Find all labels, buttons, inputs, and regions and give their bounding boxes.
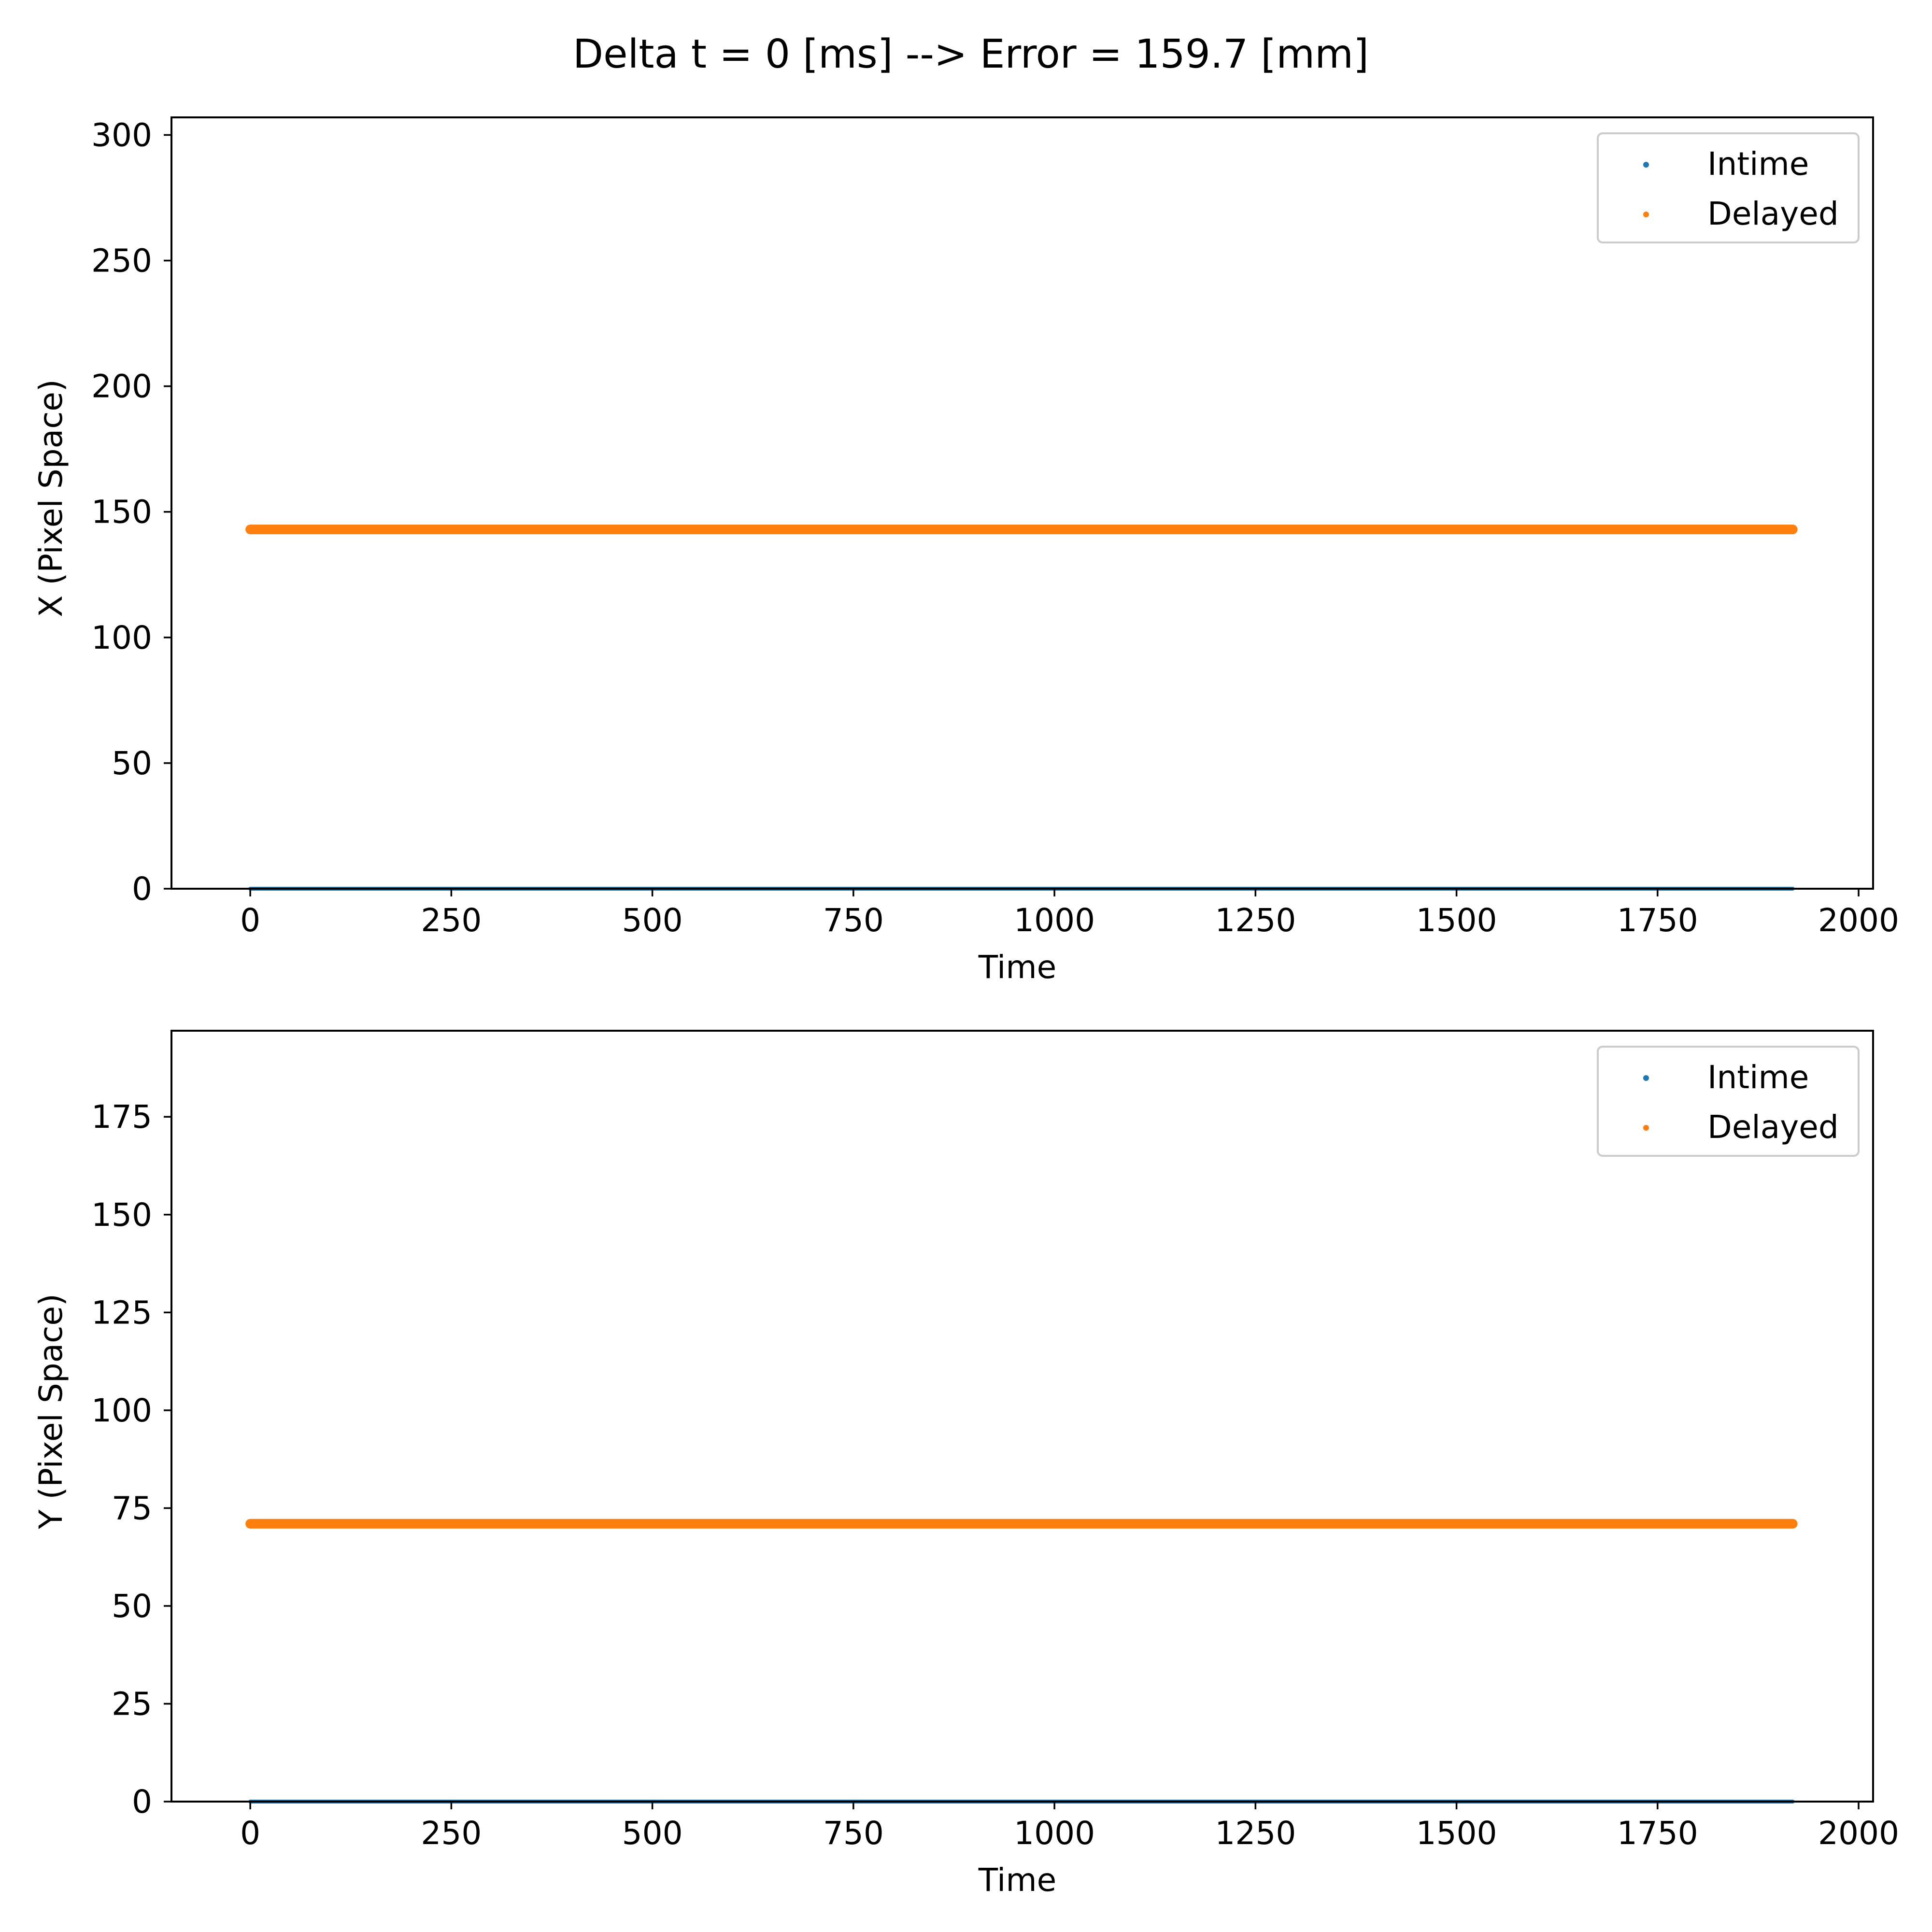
y-tick-label: 100	[91, 619, 152, 656]
legend-label-intime: Intime	[1707, 145, 1809, 183]
y-tick-label: 50	[112, 745, 152, 782]
x-tick-label: 750	[823, 902, 884, 939]
axes-frame	[170, 116, 1874, 890]
y-tick-label: 150	[91, 494, 152, 531]
x-tick-label: 1250	[1215, 1815, 1296, 1852]
legend-label-delayed: Delayed	[1707, 1108, 1839, 1146]
legend-label-intime: Intime	[1707, 1059, 1809, 1096]
legend: Intime Delayed	[1597, 132, 1860, 243]
x-tick-label: 250	[421, 902, 482, 939]
x-tick-label: 1250	[1215, 902, 1296, 939]
y-tick-label: 100	[91, 1392, 152, 1429]
x-tick-label: 0	[240, 902, 260, 939]
y-tick-label: 0	[132, 1783, 152, 1820]
x-tick-label: 750	[823, 1815, 884, 1852]
x-axis-label: Time	[978, 949, 1057, 986]
legend-marker-delayed	[1643, 1125, 1649, 1131]
y-position-panel: 0 250 500 750 1000 1250 1500 1750 2000 0 25 50 75 100…	[32, 1030, 1899, 1899]
x-tick-label: 500	[622, 902, 683, 939]
x-tick-label: 0	[240, 1815, 260, 1852]
y-axis-label: Y (Pixel Space)	[32, 1293, 70, 1530]
y-tick-label: 50	[112, 1588, 152, 1625]
y-tick-label: 75	[112, 1490, 152, 1527]
y-tick-label: 175	[91, 1098, 152, 1136]
x-tick-label: 1500	[1416, 1815, 1497, 1852]
axes-frame	[170, 1030, 1874, 1803]
x-tick-label: 1750	[1617, 1815, 1698, 1852]
x-tick-label: 1750	[1617, 902, 1698, 939]
x-position-panel: 0 250 500 750 1000 1250 1500 1750 2000 0 50 100 150 2…	[32, 116, 1899, 986]
legend: Intime Delayed	[1597, 1046, 1860, 1157]
legend-label-delayed: Delayed	[1707, 195, 1839, 232]
legend-marker-intime	[1643, 1075, 1649, 1081]
x-tick-label: 500	[622, 1815, 683, 1852]
figure-suptitle: Delta t = 0 [ms] --> Error = 159.7 [mm]	[573, 31, 1369, 77]
legend-box	[1597, 1046, 1860, 1157]
x-tick-label: 250	[421, 1815, 482, 1852]
y-tick-label: 200	[91, 368, 152, 405]
x-tick-label: 2000	[1818, 1815, 1899, 1852]
x-tick-label: 1000	[1014, 902, 1095, 939]
legend-marker-delayed	[1643, 212, 1649, 217]
y-tick-label: 25	[112, 1685, 152, 1722]
y-tick-label: 150	[91, 1196, 152, 1234]
x-tick-label: 2000	[1818, 902, 1899, 939]
legend-box	[1597, 132, 1860, 243]
x-axis-label: Time	[978, 1861, 1057, 1899]
y-tick-label: 300	[91, 116, 152, 154]
x-tick-label: 1000	[1014, 1815, 1095, 1852]
y-tick-label: 250	[91, 242, 152, 280]
y-tick-label: 0	[132, 870, 152, 908]
x-tick-label: 1500	[1416, 902, 1497, 939]
y-axis-label: X (Pixel Space)	[32, 379, 70, 617]
y-tick-label: 125	[91, 1294, 152, 1331]
legend-marker-intime	[1643, 162, 1649, 168]
